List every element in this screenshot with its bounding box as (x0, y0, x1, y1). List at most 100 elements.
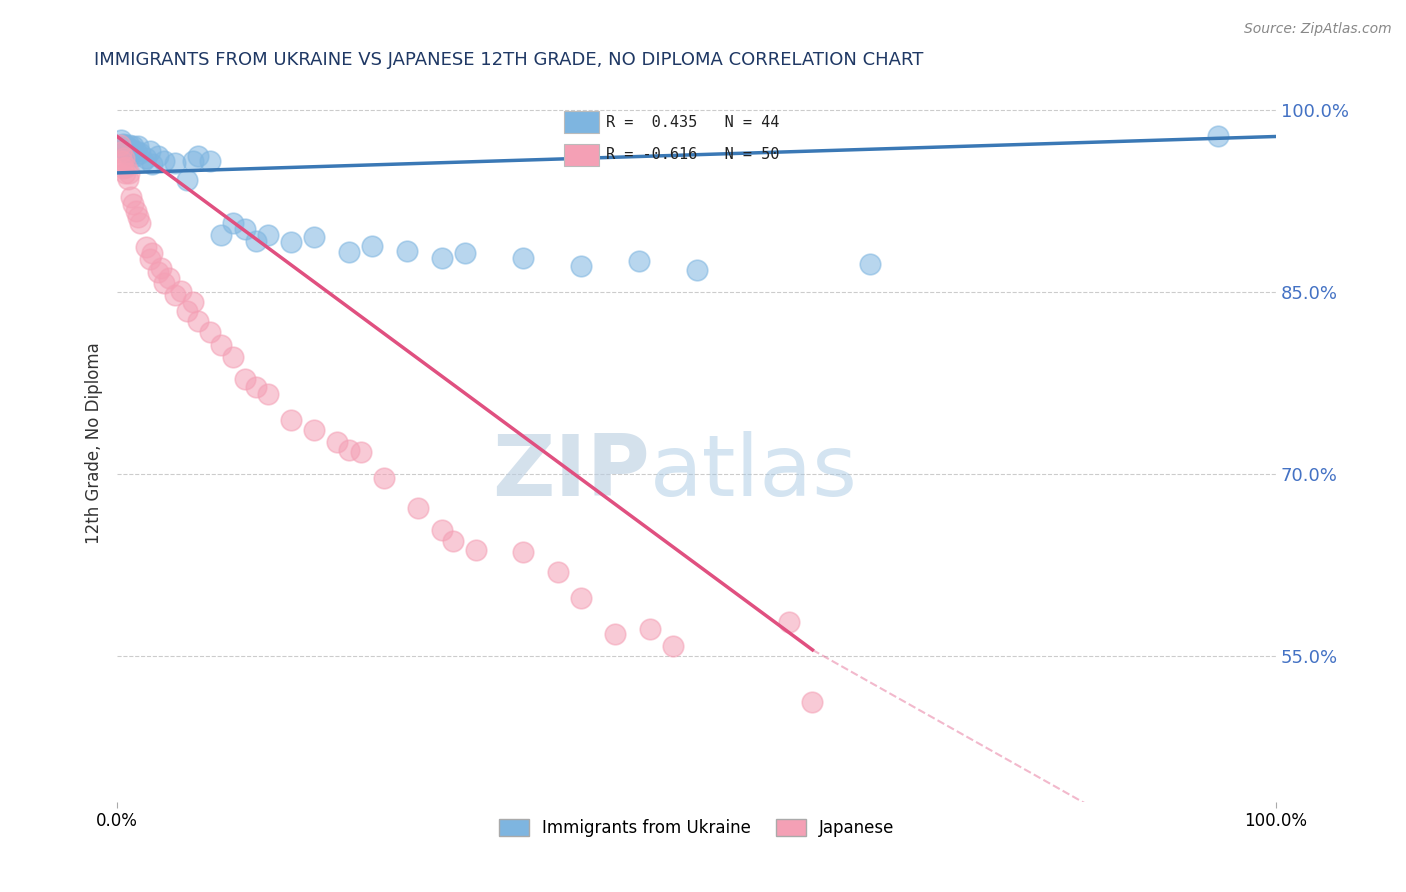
Point (152, 277, 174, 291)
Point (111, 161, 134, 175)
Point (120, 143, 142, 157)
Point (280, 235, 302, 249)
Point (165, 288, 187, 302)
Point (638, 622, 661, 636)
Text: ZIP: ZIP (492, 431, 650, 514)
Point (430, 251, 453, 265)
Point (222, 216, 245, 230)
Point (176, 173, 198, 187)
Point (115, 144, 138, 158)
Point (337, 244, 360, 259)
Point (138, 144, 160, 158)
Point (187, 149, 209, 163)
Point (547, 565, 569, 579)
Point (430, 523, 453, 537)
Point (114, 166, 136, 180)
Point (441, 533, 464, 548)
Point (114, 138, 136, 153)
Point (115, 160, 138, 174)
Point (233, 221, 256, 235)
Point (454, 246, 477, 260)
Point (121, 146, 143, 161)
Point (125, 144, 148, 158)
Point (233, 372, 256, 386)
Point (110, 145, 132, 160)
Point (569, 260, 592, 274)
Point (138, 252, 160, 266)
Point (117, 172, 139, 186)
Point (569, 591, 592, 605)
Point (122, 197, 145, 211)
Point (280, 413, 302, 427)
Point (349, 445, 371, 459)
Y-axis label: 12th Grade, No Diploma: 12th Grade, No Diploma (86, 343, 103, 544)
Point (465, 543, 488, 558)
Point (120, 190, 142, 204)
Point (117, 140, 139, 154)
Point (146, 265, 169, 279)
Point (187, 314, 209, 328)
Point (512, 544, 534, 558)
Text: Source: ZipAtlas.com: Source: ZipAtlas.com (1244, 22, 1392, 37)
Point (118, 138, 141, 153)
Point (152, 153, 174, 168)
Point (181, 294, 204, 309)
Point (211, 338, 233, 352)
Point (141, 157, 163, 171)
Point (685, 263, 707, 277)
Point (127, 210, 149, 224)
Point (135, 240, 157, 254)
Point (256, 227, 278, 242)
Point (127, 139, 149, 153)
Point (373, 470, 395, 484)
Point (512, 251, 534, 265)
Point (245, 379, 267, 393)
Point (141, 246, 163, 260)
Point (111, 153, 134, 168)
Text: IMMIGRANTS FROM UKRAINE VS JAPANESE 12TH GRADE, NO DIPLOMA CORRELATION CHART: IMMIGRANTS FROM UKRAINE VS JAPANESE 12TH… (94, 51, 924, 69)
Point (801, 695, 824, 709)
Point (778, 615, 800, 629)
Point (245, 234, 267, 248)
Point (129, 146, 152, 161)
Point (211, 227, 233, 242)
Point (124, 149, 146, 163)
Point (361, 238, 384, 252)
Text: atlas: atlas (650, 431, 858, 514)
Point (198, 325, 221, 339)
Point (337, 442, 360, 457)
Point (222, 351, 245, 365)
Point (181, 153, 204, 168)
Point (627, 254, 650, 268)
Point (302, 230, 325, 244)
Point (198, 153, 221, 168)
Point (150, 260, 173, 275)
Point (1206, 129, 1229, 144)
Point (170, 284, 193, 298)
Point (125, 203, 148, 218)
Point (112, 142, 135, 156)
Point (157, 271, 180, 285)
Point (112, 152, 135, 166)
Point (111, 136, 134, 151)
Point (662, 639, 685, 653)
Point (256, 386, 278, 401)
Point (129, 216, 152, 230)
Point (408, 500, 430, 515)
Point (131, 153, 153, 168)
Point (146, 149, 169, 163)
Point (395, 244, 418, 258)
Point (108, 138, 131, 153)
Point (326, 435, 349, 450)
Point (302, 423, 325, 437)
Point (118, 166, 141, 180)
Point (605, 627, 627, 641)
Legend: Immigrants from Ukraine, Japanese: Immigrants from Ukraine, Japanese (492, 812, 901, 843)
Point (176, 304, 198, 318)
Point (165, 156, 187, 170)
Point (122, 139, 145, 153)
Point (118, 147, 141, 161)
Point (135, 152, 157, 166)
Point (859, 257, 882, 271)
Point (110, 133, 132, 147)
